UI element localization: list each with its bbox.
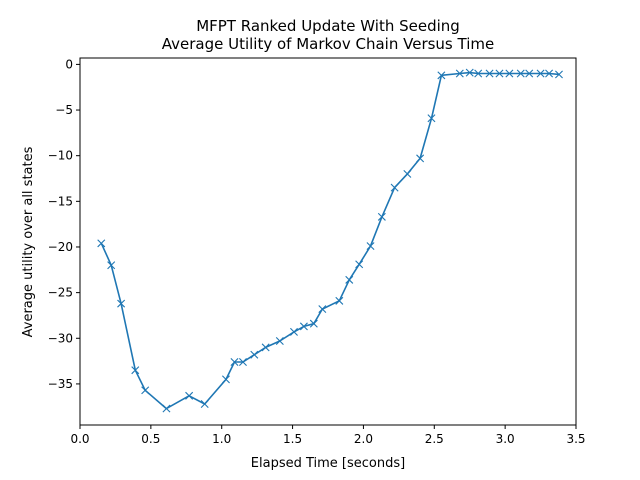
data-point-marker <box>390 183 399 192</box>
data-point-marker <box>485 69 494 78</box>
y-tick-label: −15 <box>48 194 73 208</box>
data-point-marker <box>185 391 194 400</box>
data-point-marker <box>162 404 171 413</box>
data-point-marker <box>141 386 150 395</box>
y-tick-label: −35 <box>48 377 73 391</box>
y-tick-label: −10 <box>48 149 73 163</box>
y-tick-label: −20 <box>48 240 73 254</box>
chart-subtitle: Average Utility of Markov Chain Versus T… <box>162 35 494 53</box>
x-tick-label: 3.0 <box>496 432 515 446</box>
data-point-marker <box>238 358 247 366</box>
x-tick-label: 2.0 <box>354 432 373 446</box>
x-tick-label: 1.0 <box>212 432 231 446</box>
data-point-marker <box>495 69 504 78</box>
data-point-marker <box>200 400 209 408</box>
data-point-marker <box>416 154 425 163</box>
data-point-marker <box>309 319 318 328</box>
data-point-marker <box>299 322 308 331</box>
chart-title: MFPT Ranked Update With Seeding <box>196 17 460 35</box>
data-point-marker <box>525 69 534 78</box>
y-tick-label: 0 <box>65 57 73 71</box>
data-point-marker <box>250 350 259 359</box>
data-point-marker <box>545 69 554 78</box>
data-point-marker <box>555 70 563 79</box>
data-point-marker <box>455 69 464 78</box>
data-point-marker <box>403 169 412 178</box>
x-tick-label: 3.5 <box>566 432 585 446</box>
data-point-marker <box>437 71 446 80</box>
data-point-marker <box>516 69 525 78</box>
data-point-marker <box>289 327 298 336</box>
x-tick-label: 1.5 <box>283 432 302 446</box>
data-point-marker <box>465 68 474 77</box>
data-point-marker <box>107 261 116 270</box>
data-point-marker <box>131 366 140 375</box>
y-tick-label: −25 <box>48 286 73 300</box>
x-tick-label: 0.0 <box>70 432 89 446</box>
data-point-marker <box>366 242 375 251</box>
y-axis: 0 −5 −10 −15 −20 −25 −30 −35 <box>48 57 80 391</box>
x-axis: 0.0 0.5 1.0 1.5 2.0 2.5 3.0 3.5 <box>70 425 586 446</box>
data-point-marker <box>230 358 239 366</box>
series-layer <box>97 68 563 413</box>
data-point-marker <box>355 260 364 269</box>
data-point-marker <box>377 212 386 221</box>
x-axis-label: Elapsed Time [seconds] <box>251 456 405 471</box>
data-point-marker <box>97 239 106 248</box>
data-point-marker <box>275 337 284 345</box>
data-point-marker <box>221 375 230 384</box>
data-point-marker <box>261 343 270 352</box>
y-tick-label: −5 <box>55 103 73 117</box>
x-tick-label: 2.5 <box>425 432 444 446</box>
data-point-marker <box>536 69 545 78</box>
data-point-marker <box>318 305 327 314</box>
data-point-marker <box>474 69 483 78</box>
plot-frame <box>79 57 577 426</box>
x-tick-label: 0.5 <box>141 432 160 446</box>
data-point-marker <box>117 299 126 308</box>
y-tick-label: −30 <box>48 331 73 345</box>
data-point-marker <box>345 275 354 284</box>
data-point-marker <box>335 296 344 305</box>
plot-area <box>79 57 577 426</box>
data-point-marker <box>427 114 436 123</box>
data-point-marker <box>505 69 514 78</box>
y-axis-label: Average utility over all states <box>21 146 36 337</box>
